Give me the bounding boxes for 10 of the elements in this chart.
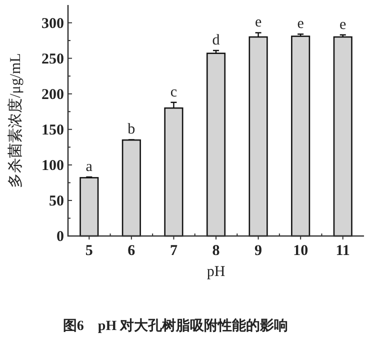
annotation: d [212,32,220,48]
annotation: c [170,84,178,100]
annotation: e [297,16,304,32]
annotation: b [128,122,136,138]
xlabel: pH [206,264,226,280]
title: 图6 pH 对大孔树脂吸附性能的影响 [62,319,288,334]
annotation: e [254,14,262,31]
annotation: e [340,16,346,33]
annotation: a [86,159,92,175]
ylabel: 多杀菌素浓度/μg/mL [8,53,24,188]
